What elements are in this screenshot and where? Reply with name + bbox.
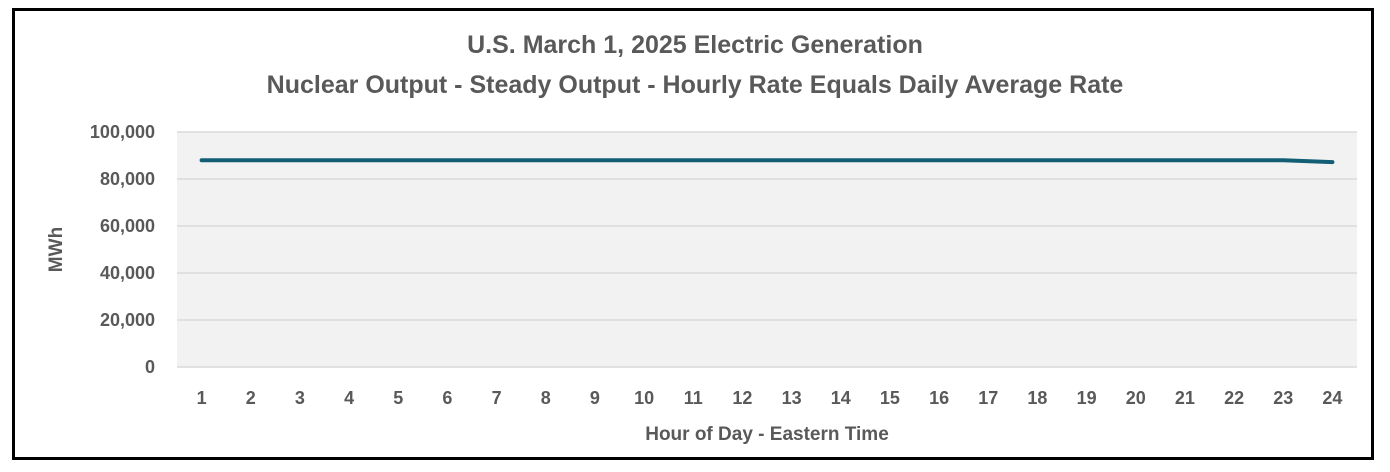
y-tick-label: 60,000 (100, 216, 155, 236)
y-tick-label: 80,000 (100, 169, 155, 189)
x-tick-label: 1 (197, 388, 207, 408)
y-tick-label: 100,000 (90, 122, 155, 142)
x-tick-label: 4 (344, 388, 354, 408)
x-tick-label: 16 (929, 388, 949, 408)
y-axis-label: MWh (46, 227, 67, 272)
x-tick-label: 6 (442, 388, 452, 408)
x-tick-label: 11 (684, 388, 703, 408)
x-axis-label: Hour of Day - Eastern Time (645, 424, 889, 445)
y-tick-label: 0 (145, 357, 155, 377)
x-tick-label: 7 (492, 388, 502, 408)
x-tick-label: 17 (978, 388, 998, 408)
y-tick-label: 40,000 (100, 263, 155, 283)
x-tick-label: 8 (541, 388, 551, 408)
series-line (199, 158, 1335, 165)
x-tick-label: 23 (1273, 388, 1293, 408)
x-tick-label: 13 (782, 388, 802, 408)
chart-subtitle: Nuclear Output - Steady Output - Hourly … (266, 71, 1124, 99)
y-tick-label: 20,000 (100, 310, 155, 330)
x-tick-label: 20 (1126, 388, 1146, 408)
y-axis-ticks: 0 20,000 40,000 60,000 80,000 100,000 (90, 122, 155, 377)
gridlines (177, 131, 1357, 368)
x-tick-label: 14 (831, 388, 851, 408)
chart-title: U.S. March 1, 2025 Electric Generation (467, 31, 923, 59)
x-tick-label: 19 (1077, 388, 1097, 408)
x-tick-label: 5 (393, 388, 403, 408)
x-tick-label: 2 (246, 388, 256, 408)
x-tick-label: 22 (1224, 388, 1244, 408)
x-tick-label: 3 (295, 388, 305, 408)
x-tick-label: 15 (880, 388, 900, 408)
x-tick-label: 24 (1322, 388, 1342, 408)
x-axis-ticks: 1 2 3 4 5 6 7 8 9 10 11 12 13 14 15 16 17 18 19 20 21 22 23 24 (197, 388, 1343, 408)
x-tick-label: 21 (1175, 388, 1195, 408)
x-tick-label: 12 (732, 388, 752, 408)
series-group (199, 158, 1335, 165)
x-tick-label: 10 (634, 388, 654, 408)
x-tick-label: 9 (590, 388, 600, 408)
x-tick-label: 18 (1027, 388, 1047, 408)
plot-area (177, 132, 1357, 367)
